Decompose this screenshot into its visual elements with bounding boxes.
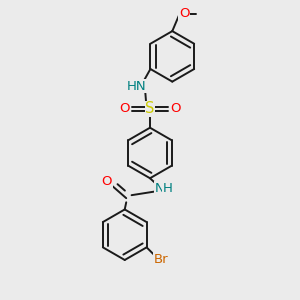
Text: Br: Br bbox=[153, 253, 168, 266]
Text: O: O bbox=[102, 175, 112, 188]
Text: O: O bbox=[171, 103, 181, 116]
Text: O: O bbox=[119, 103, 129, 116]
Text: O: O bbox=[179, 8, 189, 20]
Text: H: H bbox=[163, 182, 173, 194]
Text: HN: HN bbox=[127, 80, 146, 93]
Text: S: S bbox=[145, 101, 155, 116]
Text: N: N bbox=[155, 182, 165, 194]
